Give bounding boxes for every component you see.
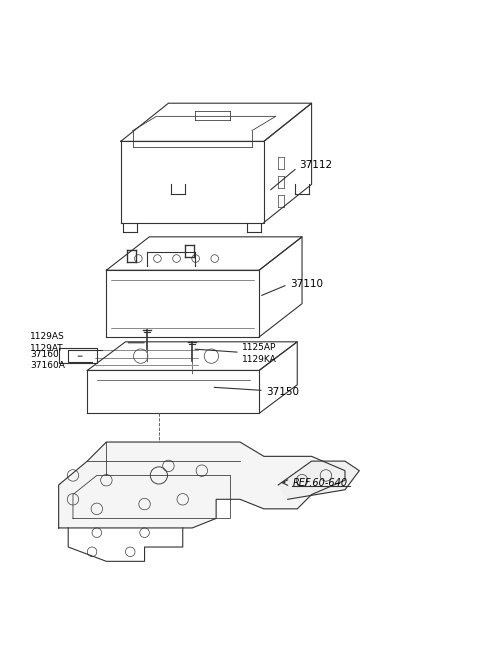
Polygon shape (59, 442, 345, 528)
Text: 37150: 37150 (266, 387, 299, 397)
Text: REF.60-640: REF.60-640 (292, 477, 348, 487)
Text: 37160
37160A: 37160 37160A (30, 350, 65, 370)
Polygon shape (278, 461, 360, 499)
Text: 37110: 37110 (290, 278, 323, 289)
Text: 1129AS
1129AT: 1129AS 1129AT (30, 332, 65, 353)
Text: 37112: 37112 (300, 160, 333, 170)
Text: 1125AP
1129KA: 1125AP 1129KA (242, 343, 277, 364)
